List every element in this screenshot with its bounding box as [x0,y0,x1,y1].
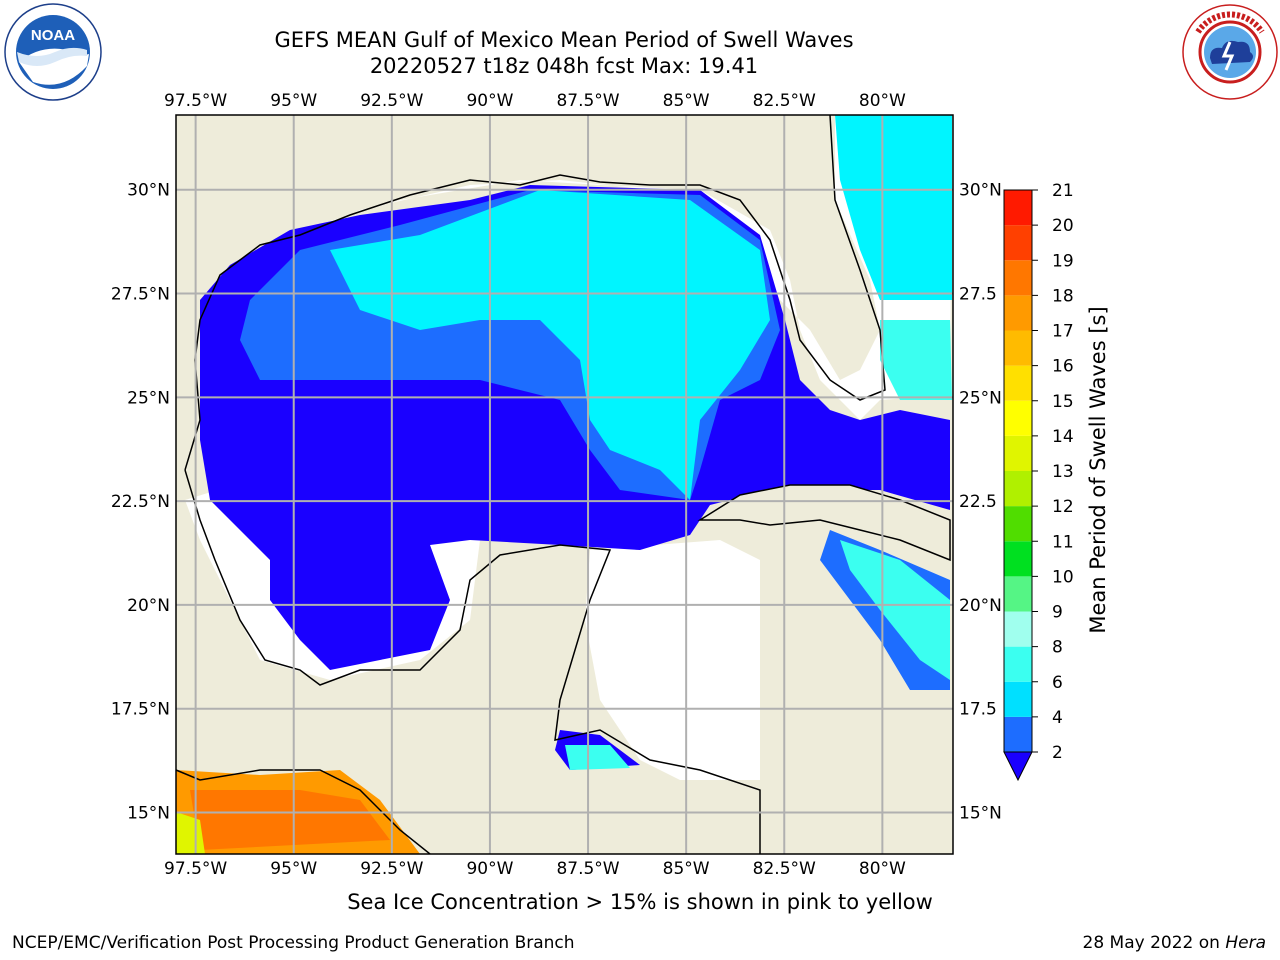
x-tick-labels-top: 97.5°W 95°W 92.5°W 90°W 87.5°W 85°W 82.5°W 80°W [164,91,906,111]
x-tick-label-top: 92.5°W [360,91,423,111]
colorbar-label: Mean Period of Swell Waves [s] [1086,306,1110,633]
y-tick-label-left: 30°N [127,181,170,201]
y-tick-label-right: 17.5 [959,700,997,720]
x-tick-label-top: 95°W [270,91,317,111]
x-tick-label-bottom: 92.5°W [360,859,423,879]
swell-field-6-8s [330,190,770,500]
nodata-area-yucatan-east [585,540,760,780]
x-tick-labels-bottom: 97.5°W 95°W 92.5°W 90°W 87.5°W 85°W 82.5°W 80°W [164,859,906,879]
x-tick-label-bottom: 95°W [270,859,317,879]
colorbar-tick-label: 14 [1052,427,1074,447]
colorbar-segment [1004,225,1032,261]
x-tick-label-top: 80°W [859,91,906,111]
colorbar-tick-label: 13 [1052,462,1074,482]
colorbar: 2 4 6 8 9 10 11 12 13 14 15 16 17 18 19 20 21 [1003,181,1074,782]
x-tick-label-top: 82.5°W [753,91,816,111]
y-tick-labels-left: 30°N 27.5°N 25°N 22.5°N 20°N 17.5°N 15°N [111,181,170,824]
y-tick-label-right: 22.5 [959,492,997,512]
colorbar-tick-label: 16 [1052,357,1074,377]
colorbar-tick-label: 17 [1052,322,1074,342]
colorbar-tick-label: 18 [1052,286,1074,306]
noaa-logo-text: NOAA [31,27,75,44]
colorbar-tick-label: 6 [1052,673,1063,693]
y-tick-label-right: 25°N [959,388,1002,408]
colorbar-segment [1004,190,1032,226]
swell-field-pacific-b [190,790,390,850]
colorbar-tick-label: 15 [1052,392,1074,412]
colorbar-tick-label: 10 [1052,567,1074,587]
y-tick-label-right: 27.5 [959,285,997,305]
colorbar-segment [1004,646,1032,682]
x-tick-label-bottom: 82.5°W [753,859,816,879]
footer-date-text: 28 May 2022 on [1082,933,1220,953]
colorbar-segment [1004,365,1032,401]
x-tick-label-bottom: 87.5°W [556,859,619,879]
colorbar-segment [1004,576,1032,612]
x-tick-label-bottom: 85°W [663,859,710,879]
colorbar-segment [1004,716,1032,752]
colorbar-segment [1004,471,1032,507]
colorbar-segment [1004,435,1032,471]
y-tick-label-left: 20°N [127,596,170,616]
colorbar-tick-label: 12 [1052,497,1074,517]
colorbar-tick-label: 2 [1052,743,1063,763]
colorbar-segment [1004,506,1032,542]
colorbar-segment [1004,400,1032,436]
colorbar-tick-label: 11 [1052,532,1074,552]
colorbar-segment [1004,611,1032,647]
y-tick-labels-right: 30°N 27.5 25°N 22.5 20°N 17.5 15°N [959,181,1002,824]
x-tick-label-bottom: 80°W [859,859,906,879]
colorbar-segment [1004,681,1032,717]
x-tick-label-top: 87.5°W [556,91,619,111]
map-frame [175,114,954,855]
swell-field-atlantic [835,115,952,300]
colorbar-tick-label: 9 [1052,603,1063,623]
y-tick-label-right: 30°N [959,181,1002,201]
colorbar-tick-label: 19 [1052,251,1074,271]
colorbar-segment [1004,295,1032,331]
y-tick-label-right: 20°N [959,596,1002,616]
chart-title: GEFS MEAN Gulf of Mexico Mean Period of … [274,28,854,52]
colorbar-tick-label: 8 [1052,638,1063,658]
gridlines [176,115,953,854]
coastline-mexico [184,469,761,854]
footer-date: 28 May 2022 on Hera [1083,933,1267,953]
y-tick-label-left: 15°N [127,803,170,823]
x-tick-label-bottom: 97.5°W [164,859,227,879]
colorbar-tick-label: 21 [1052,181,1074,201]
swell-field-pacific-c [176,812,205,854]
y-tick-label-left: 17.5°N [111,700,170,720]
y-tick-label-left: 27.5°N [111,285,170,305]
y-tick-label-left: 22.5°N [111,492,170,512]
swell-field-honduras-inner [565,745,630,770]
x-tick-label-top: 85°W [663,91,710,111]
colorbar-extend-min [1003,751,1033,782]
nws-logo [1180,2,1280,102]
y-tick-label-right: 15°N [959,803,1002,823]
colorbar-tick-label: 4 [1052,708,1063,728]
colorbar-segment [1004,330,1032,366]
footer-machine: Hera [1225,933,1266,953]
map-area [176,115,953,854]
noaa-logo: NOAA [3,2,103,102]
colorbar-segment [1004,541,1032,577]
x-tick-label-bottom: 90°W [466,859,513,879]
footer-credit: NCEP/EMC/Verification Post Processing Pr… [12,933,575,953]
swell-field-caribbean-b [840,540,950,680]
coastline-cuba [697,484,951,562]
sea-ice-footnote: Sea Ice Concentration > 15% is shown in … [347,890,933,914]
swell-field-straits [880,320,952,400]
coastline-pacific [176,769,431,854]
x-tick-label-top: 90°W [466,91,513,111]
colorbar-segment [1004,260,1032,296]
x-tick-label-top: 97.5°W [164,91,227,111]
coastline-us [184,115,886,471]
y-tick-label-left: 25°N [127,388,170,408]
colorbar-tick-label: 20 [1052,216,1074,236]
chart-subtitle: 20220527 t18z 048h fcst Max: 19.41 [369,54,759,78]
